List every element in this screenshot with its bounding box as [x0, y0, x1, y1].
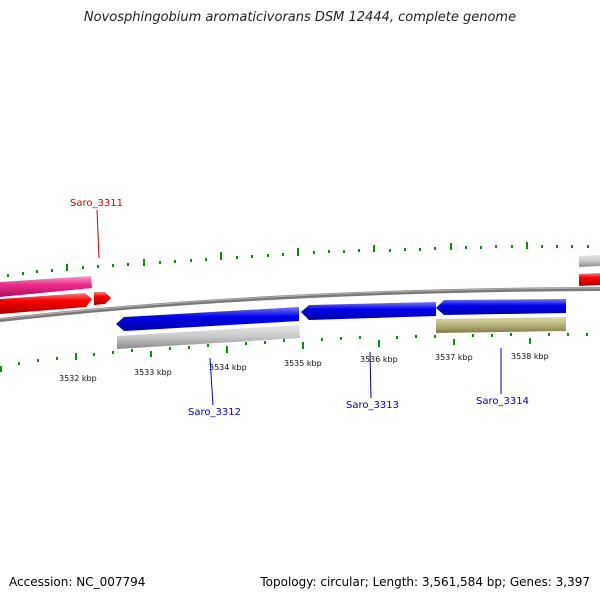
scale-label-3538: 3538 kbp	[511, 352, 549, 361]
scale-label-3533: 3533 kbp	[134, 368, 172, 377]
scale-label-3535: 3535 kbp	[284, 359, 322, 368]
saro-3312-leader	[209, 357, 214, 406]
saro-3313-gene[interactable]	[301, 302, 436, 320]
saro-3312-gene[interactable]	[116, 307, 299, 331]
scale-label-3537: 3537 kbp	[435, 353, 473, 362]
genome-summary-text: Topology: circular; Length: 3,561,584 bp…	[260, 575, 590, 589]
scale-label-3534: 3534 kbp	[209, 363, 247, 372]
pink-feature[interactable]	[0, 276, 92, 297]
olive-feature[interactable]	[436, 317, 566, 333]
accession-text: Accession: NC_007794	[9, 575, 146, 589]
lower-tick-arc	[0, 333, 588, 372]
saro-3312-label[interactable]: Saro_3312	[188, 407, 241, 418]
scale-label-3536: 3536 kbp	[360, 355, 398, 364]
scale-label-3532: 3532 kbp	[59, 374, 97, 383]
saro-3313-label[interactable]: Saro_3313	[346, 400, 399, 411]
saro-3313-leader	[369, 351, 372, 399]
saro-3314-gene[interactable]	[436, 299, 566, 315]
map-title: Novosphingobium aromaticivorans DSM 1244…	[83, 10, 517, 25]
saro-3311-gene[interactable]	[94, 292, 111, 305]
gray-feature-partial-right[interactable]	[579, 255, 600, 267]
red-gene-feature[interactable]	[0, 293, 92, 314]
saro-3314-label[interactable]: Saro_3314	[476, 396, 529, 407]
gray-feature[interactable]	[117, 325, 300, 349]
genome-backbone	[0, 287, 600, 322]
red-gene-partial-right[interactable]	[579, 273, 600, 286]
upper-tick-arc	[7, 242, 589, 277]
saro-3311-label[interactable]: Saro_3311	[70, 198, 123, 209]
saro-3311-leader	[96, 209, 100, 259]
